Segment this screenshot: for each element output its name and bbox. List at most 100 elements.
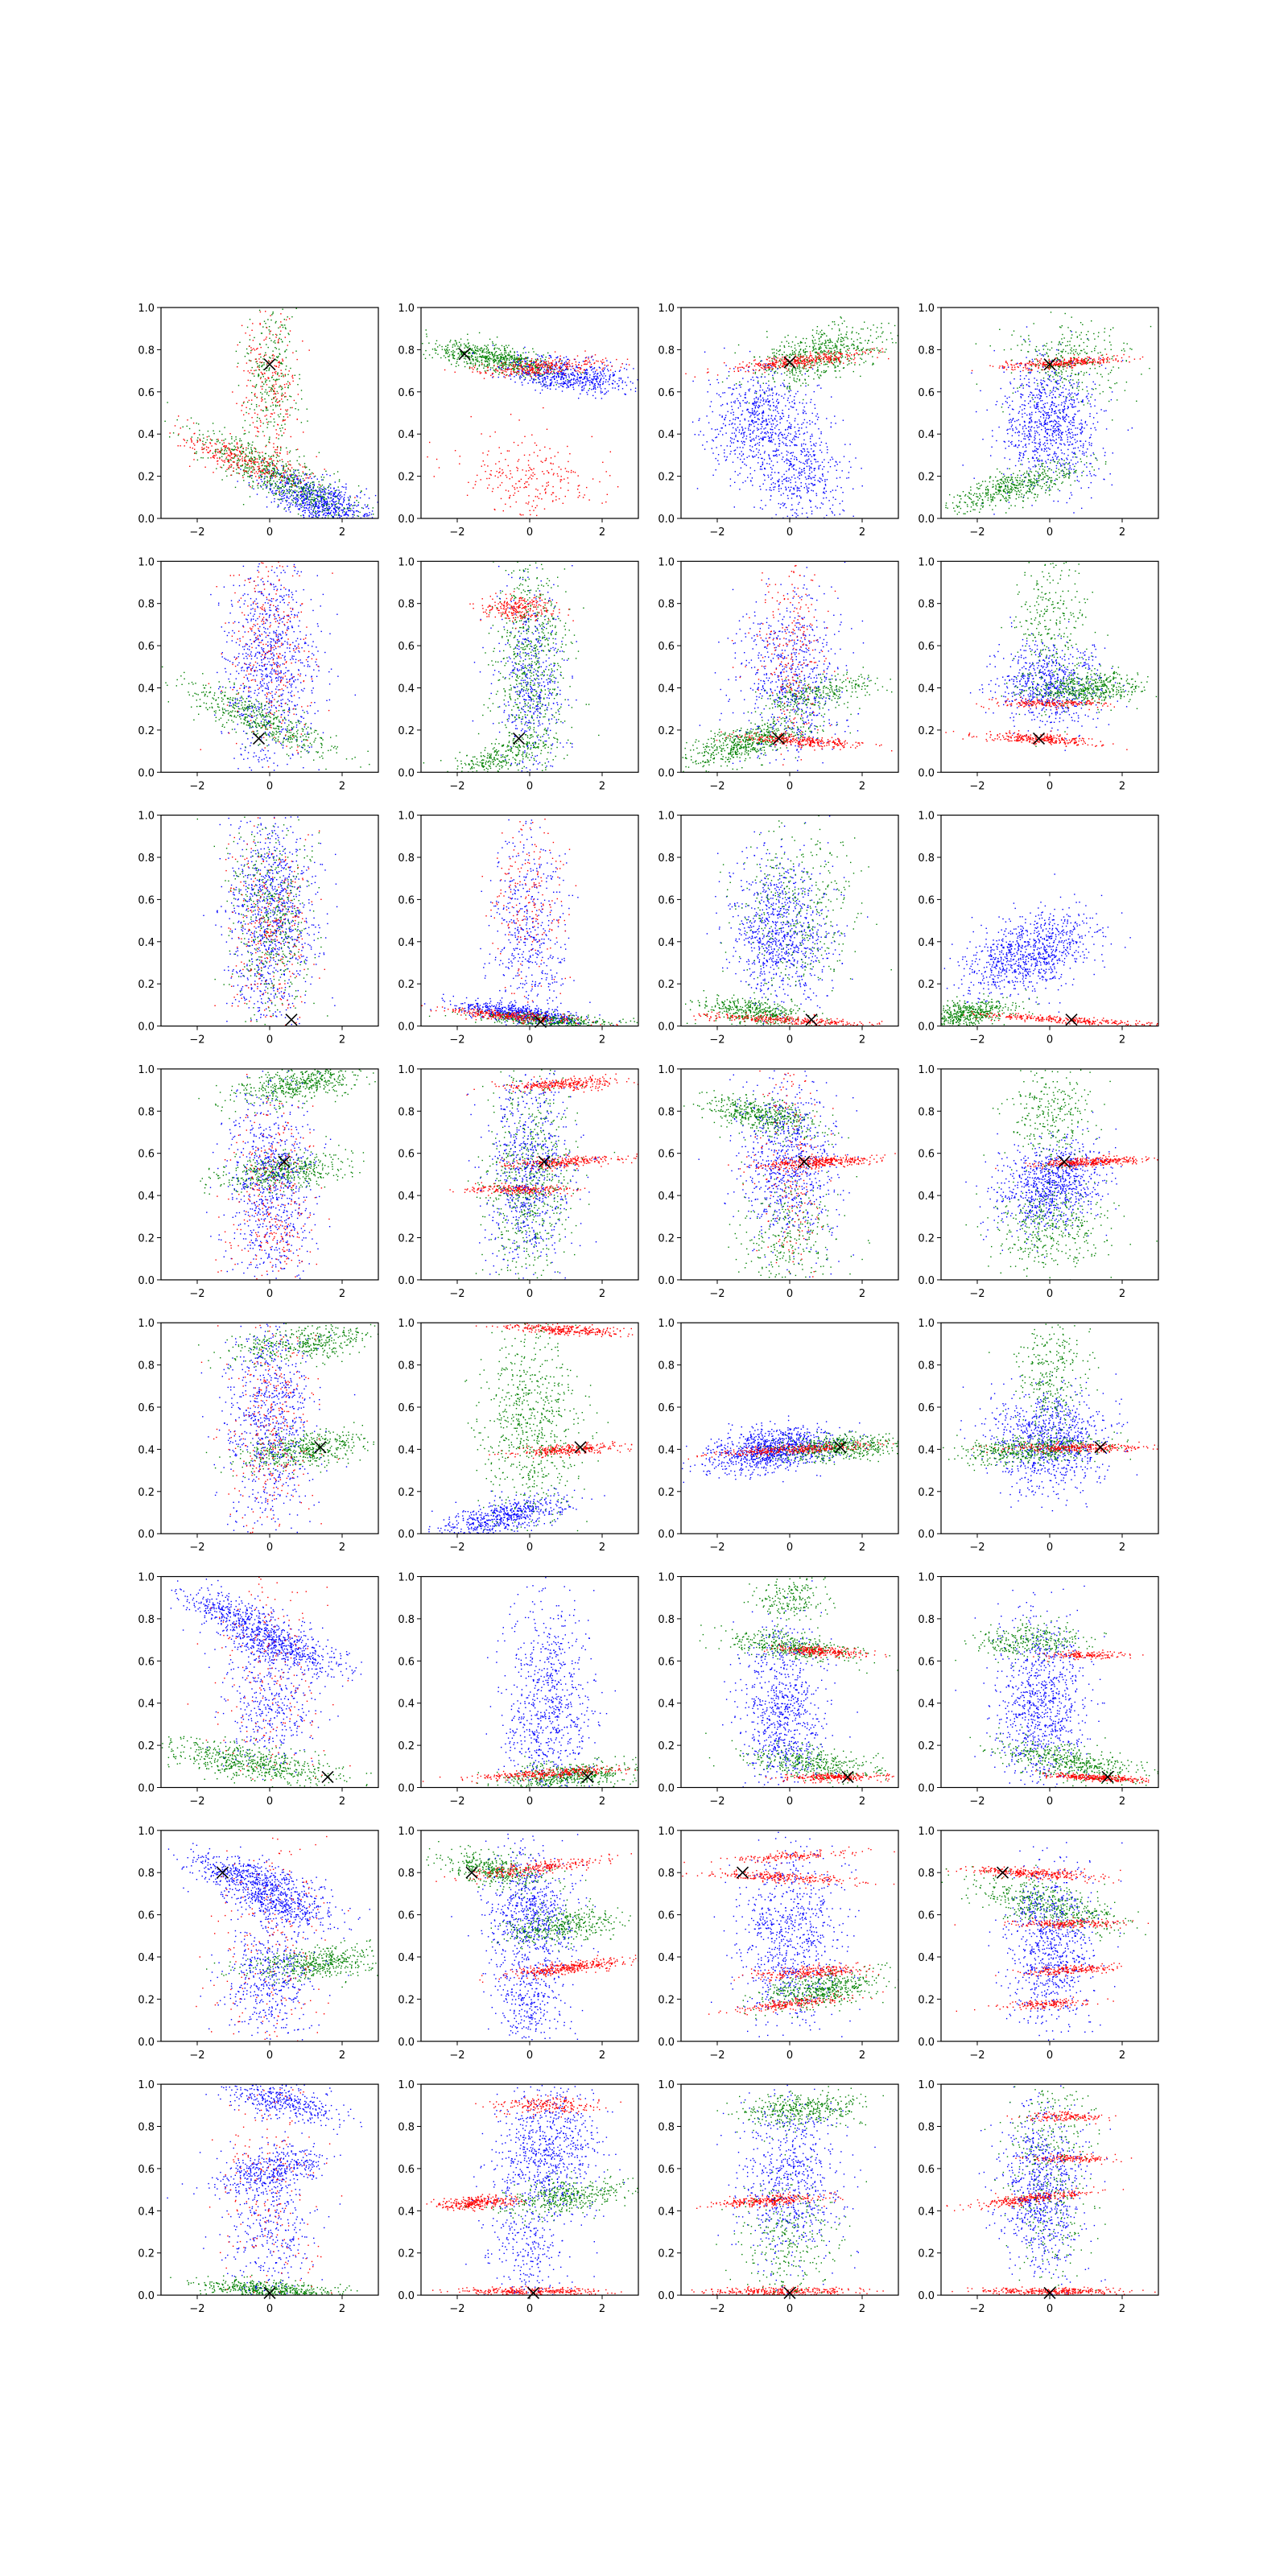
data-point xyxy=(282,324,283,325)
data-point xyxy=(292,505,293,506)
data-point xyxy=(330,512,331,513)
data-point xyxy=(788,433,789,434)
data-point xyxy=(513,360,514,361)
data-point xyxy=(310,473,311,474)
data-point xyxy=(545,365,546,366)
data-point xyxy=(561,382,562,383)
data-point xyxy=(210,443,211,444)
data-point xyxy=(531,365,532,366)
data-point xyxy=(300,498,301,499)
data-point xyxy=(544,373,545,374)
data-point xyxy=(280,449,281,450)
data-point xyxy=(303,515,304,516)
data-point xyxy=(245,356,246,357)
data-point xyxy=(338,503,339,504)
data-point xyxy=(498,377,499,378)
data-point xyxy=(527,365,528,366)
data-point xyxy=(317,496,318,497)
data-point xyxy=(287,416,288,417)
data-point xyxy=(544,489,545,490)
data-point xyxy=(519,377,520,378)
data-point xyxy=(817,354,818,355)
data-point xyxy=(251,466,252,467)
data-point xyxy=(550,366,551,367)
data-point xyxy=(533,369,534,370)
data-point xyxy=(291,407,292,408)
data-point xyxy=(311,489,312,490)
data-point xyxy=(511,362,512,363)
data-point xyxy=(858,354,859,355)
data-point xyxy=(286,489,287,490)
data-point xyxy=(255,359,256,360)
data-point xyxy=(233,453,234,454)
data-point xyxy=(576,382,577,383)
data-point xyxy=(250,350,251,351)
data-point xyxy=(519,365,520,366)
data-point xyxy=(272,351,273,352)
data-point xyxy=(513,365,514,366)
data-point xyxy=(613,375,614,376)
data-point xyxy=(822,334,823,335)
data-point xyxy=(277,506,278,507)
data-point xyxy=(499,368,500,369)
data-point xyxy=(305,502,306,503)
data-point xyxy=(851,358,852,359)
data-point xyxy=(436,459,437,460)
data-point xyxy=(277,446,278,447)
data-point xyxy=(477,371,478,372)
data-point xyxy=(331,493,332,494)
data-point xyxy=(272,490,273,491)
data-point xyxy=(818,377,819,378)
data-point xyxy=(343,487,344,488)
data-point xyxy=(786,463,787,464)
data-point xyxy=(251,399,252,400)
data-point xyxy=(344,514,345,515)
data-point xyxy=(799,380,800,381)
data-point xyxy=(606,365,607,366)
data-point xyxy=(820,352,821,353)
data-point xyxy=(359,512,360,513)
data-point xyxy=(479,365,480,366)
data-point xyxy=(279,326,280,327)
data-point xyxy=(306,477,307,478)
data-point xyxy=(825,343,826,344)
data-point xyxy=(755,390,756,391)
data-point xyxy=(230,452,231,453)
data-point xyxy=(789,461,790,462)
data-point xyxy=(525,370,526,371)
data-point xyxy=(501,453,502,454)
data-point xyxy=(274,464,275,465)
data-point xyxy=(605,379,606,380)
data-point xyxy=(348,514,349,515)
data-point xyxy=(538,373,539,374)
data-point xyxy=(275,406,276,407)
data-point xyxy=(773,482,774,483)
data-point xyxy=(525,486,526,487)
data-point xyxy=(771,388,772,389)
data-point xyxy=(542,375,543,376)
data-point xyxy=(523,372,524,373)
data-point xyxy=(283,432,284,433)
data-point xyxy=(577,355,578,356)
data-point xyxy=(490,470,491,471)
data-point xyxy=(546,363,547,364)
data-point xyxy=(773,410,774,411)
data-point xyxy=(621,382,622,383)
data-point xyxy=(504,360,505,361)
data-point xyxy=(595,378,596,379)
data-point xyxy=(602,363,603,364)
data-point xyxy=(479,332,480,333)
data-point xyxy=(265,311,266,312)
data-point xyxy=(529,369,530,370)
data-point xyxy=(476,359,477,360)
data-point xyxy=(552,377,553,378)
data-point xyxy=(591,378,592,379)
data-point xyxy=(584,350,585,351)
data-point xyxy=(505,459,506,460)
data-point xyxy=(298,481,299,482)
data-point xyxy=(317,494,318,495)
data-point xyxy=(499,447,500,448)
data-point xyxy=(239,473,240,474)
data-point xyxy=(615,371,616,372)
data-point xyxy=(476,350,477,351)
